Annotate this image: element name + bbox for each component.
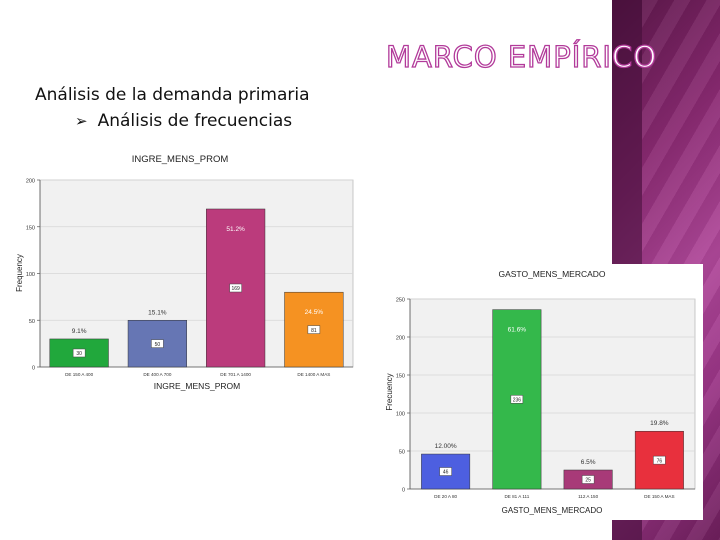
market-spending-bar-chart: GASTO_MENS_MERCADO 0 50 100 150 200 250 46 12.… xyxy=(380,264,703,520)
c2-category-label: 112 A 150 xyxy=(578,494,599,499)
chart2-y-axis-label: Frecuency xyxy=(385,373,394,410)
chart2-x-axis-label: GASTO_MENS_MERCADO xyxy=(502,506,603,515)
chart1-x-axis-label: INGRE_MENS_PROM xyxy=(154,381,240,391)
c2-count-box xyxy=(510,395,524,404)
c1-count-label: 30 xyxy=(76,351,82,357)
c2-count-box xyxy=(653,455,666,465)
arrow-bullet-icon: ➢ xyxy=(75,112,88,130)
c1-category-label: DE 1400 A MAS xyxy=(297,372,330,377)
chart1-title: INGRE_MENS_PROM xyxy=(132,154,229,165)
c2-count-box xyxy=(439,467,452,476)
bullet-item: ➢ Análisis de frecuencias xyxy=(75,111,292,131)
c1-percent-label: 9.1% xyxy=(72,328,87,335)
c1-y-tick-label: 150 xyxy=(26,225,35,231)
c2-percent-label: 61.6% xyxy=(508,327,527,334)
c1-count-label: 169 xyxy=(231,286,240,292)
c1-y-tick-label: 200 xyxy=(26,179,35,185)
c1-y-tick-label: 100 xyxy=(26,272,35,278)
c1-category-label: DE 150 A 400 xyxy=(65,372,94,377)
c1-count-label: 50 xyxy=(155,342,161,348)
income-bar-chart: INGRE_MENS_PROM 0 50 100 150 200 30 9.1% DE 15… xyxy=(15,154,354,391)
c1-count-box xyxy=(229,283,242,293)
c2-percent-label: 6.5% xyxy=(581,459,596,466)
c1-category-label: DE 701 A 1400 xyxy=(220,372,251,377)
c1-y-tick-label: 50 xyxy=(29,319,35,325)
slide-title: MARCO EMPÍRICO xyxy=(385,39,658,74)
c1-percent-label: 24.5% xyxy=(305,309,324,316)
c2-y-tick-label: 0 xyxy=(402,488,405,494)
c2-category-label: DE 150 A MAS xyxy=(644,494,674,499)
bullet-text: Análisis de frecuencias xyxy=(97,111,293,131)
c2-category-label: DE 20 A 80 xyxy=(434,494,457,499)
c1-count-box xyxy=(72,348,86,358)
c1-percent-label: 15.1% xyxy=(148,309,167,316)
chart2-title: GASTO_MENS_MERCADO xyxy=(498,269,605,279)
c1-y-tick-label: 0 xyxy=(32,366,35,372)
section-heading: Análisis de la demanda primaria xyxy=(35,85,310,105)
c2-category-label: DE 81 A 111 xyxy=(504,494,529,499)
c2-count-label: 25 xyxy=(585,478,591,484)
c2-count-box xyxy=(581,475,595,484)
c2-y-tick-label: 150 xyxy=(396,374,405,380)
c2-y-tick-label: 200 xyxy=(396,336,405,342)
c2-y-tick-label: 100 xyxy=(396,412,405,418)
c1-count-box xyxy=(151,339,164,348)
c1-count-label: 81 xyxy=(311,328,317,334)
c1-category-label: DE 400 A 700 xyxy=(143,372,172,377)
c1-count-box xyxy=(307,325,321,334)
c2-count-label: 236 xyxy=(513,398,522,404)
c2-count-label: 76 xyxy=(657,458,663,464)
chart1-y-axis-label: Frequency xyxy=(15,254,24,292)
c1-percent-label: 51.2% xyxy=(226,226,245,233)
c2-y-tick-label: 50 xyxy=(399,450,405,456)
c2-percent-label: 19.8% xyxy=(650,420,669,427)
c2-y-tick-label: 250 xyxy=(396,298,405,304)
c2-count-label: 46 xyxy=(443,470,449,476)
c2-percent-label: 12.00% xyxy=(435,443,457,450)
